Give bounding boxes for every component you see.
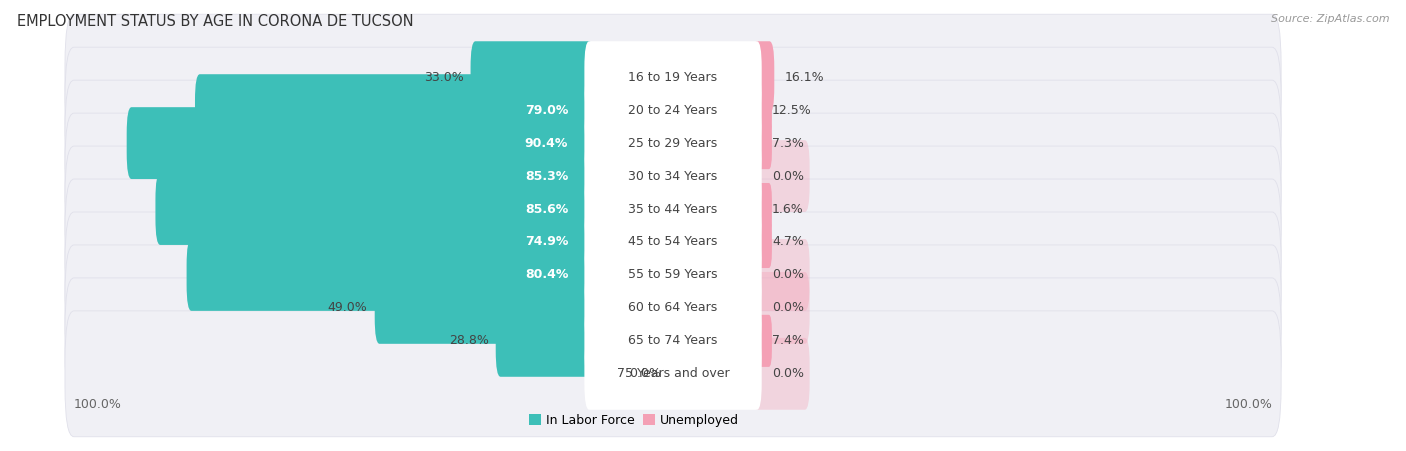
FancyBboxPatch shape xyxy=(752,41,775,113)
Text: 75 Years and over: 75 Years and over xyxy=(617,367,730,380)
Text: 0.0%: 0.0% xyxy=(772,367,804,380)
FancyBboxPatch shape xyxy=(752,239,810,311)
FancyBboxPatch shape xyxy=(195,74,593,146)
Text: 35 to 44 Years: 35 to 44 Years xyxy=(628,202,717,216)
FancyBboxPatch shape xyxy=(585,41,762,113)
FancyBboxPatch shape xyxy=(585,338,762,410)
FancyBboxPatch shape xyxy=(65,245,1281,371)
Text: 90.4%: 90.4% xyxy=(524,137,568,150)
Text: 25 to 29 Years: 25 to 29 Years xyxy=(628,137,717,150)
FancyBboxPatch shape xyxy=(471,41,593,113)
FancyBboxPatch shape xyxy=(754,117,772,169)
FancyBboxPatch shape xyxy=(65,278,1281,404)
FancyBboxPatch shape xyxy=(65,212,1281,338)
FancyBboxPatch shape xyxy=(219,206,593,278)
FancyBboxPatch shape xyxy=(375,272,593,344)
Text: 100.0%: 100.0% xyxy=(75,397,122,410)
FancyBboxPatch shape xyxy=(585,173,762,245)
FancyBboxPatch shape xyxy=(585,74,762,146)
Text: 0.0%: 0.0% xyxy=(772,301,804,314)
FancyBboxPatch shape xyxy=(65,311,1281,437)
FancyBboxPatch shape xyxy=(187,239,593,311)
Text: 85.3%: 85.3% xyxy=(524,170,568,183)
Text: 0.0%: 0.0% xyxy=(772,268,804,281)
Text: 33.0%: 33.0% xyxy=(423,71,464,84)
FancyBboxPatch shape xyxy=(752,272,810,344)
Text: 1.6%: 1.6% xyxy=(772,202,804,216)
Text: 79.0%: 79.0% xyxy=(524,104,568,117)
FancyBboxPatch shape xyxy=(65,179,1281,305)
Text: 16 to 19 Years: 16 to 19 Years xyxy=(628,71,717,84)
Text: 28.8%: 28.8% xyxy=(449,334,488,347)
Text: 60 to 64 Years: 60 to 64 Years xyxy=(628,301,717,314)
Text: 80.4%: 80.4% xyxy=(524,268,568,281)
FancyBboxPatch shape xyxy=(585,107,762,179)
Text: 0.0%: 0.0% xyxy=(772,170,804,183)
FancyBboxPatch shape xyxy=(754,315,772,367)
Text: 20 to 24 Years: 20 to 24 Years xyxy=(628,104,717,117)
Text: EMPLOYMENT STATUS BY AGE IN CORONA DE TUCSON: EMPLOYMENT STATUS BY AGE IN CORONA DE TU… xyxy=(17,14,413,28)
FancyBboxPatch shape xyxy=(65,146,1281,272)
Text: 100.0%: 100.0% xyxy=(1225,397,1272,410)
Text: 49.0%: 49.0% xyxy=(328,301,367,314)
FancyBboxPatch shape xyxy=(754,216,772,268)
FancyBboxPatch shape xyxy=(585,239,762,311)
FancyBboxPatch shape xyxy=(156,173,593,245)
Legend: In Labor Force, Unemployed: In Labor Force, Unemployed xyxy=(524,409,744,432)
Text: 7.3%: 7.3% xyxy=(772,137,804,150)
Text: 45 to 54 Years: 45 to 54 Years xyxy=(628,235,717,249)
FancyBboxPatch shape xyxy=(496,305,593,377)
Text: 65 to 74 Years: 65 to 74 Years xyxy=(628,334,717,347)
FancyBboxPatch shape xyxy=(752,140,810,212)
Text: 30 to 34 Years: 30 to 34 Years xyxy=(628,170,717,183)
FancyBboxPatch shape xyxy=(754,183,772,235)
FancyBboxPatch shape xyxy=(65,113,1281,239)
Text: 74.9%: 74.9% xyxy=(524,235,568,249)
FancyBboxPatch shape xyxy=(65,14,1281,140)
Text: 0.0%: 0.0% xyxy=(628,367,661,380)
Text: 55 to 59 Years: 55 to 59 Years xyxy=(628,268,718,281)
Text: 85.6%: 85.6% xyxy=(524,202,568,216)
FancyBboxPatch shape xyxy=(65,47,1281,173)
Text: 12.5%: 12.5% xyxy=(772,104,811,117)
FancyBboxPatch shape xyxy=(65,80,1281,206)
FancyBboxPatch shape xyxy=(754,84,772,136)
Text: 7.4%: 7.4% xyxy=(772,334,804,347)
FancyBboxPatch shape xyxy=(127,107,593,179)
Text: Source: ZipAtlas.com: Source: ZipAtlas.com xyxy=(1271,14,1389,23)
Text: 16.1%: 16.1% xyxy=(785,71,824,84)
FancyBboxPatch shape xyxy=(585,305,762,377)
FancyBboxPatch shape xyxy=(585,272,762,344)
FancyBboxPatch shape xyxy=(157,140,593,212)
FancyBboxPatch shape xyxy=(585,140,762,212)
FancyBboxPatch shape xyxy=(585,206,762,278)
FancyBboxPatch shape xyxy=(752,338,810,410)
Text: 4.7%: 4.7% xyxy=(772,235,804,249)
